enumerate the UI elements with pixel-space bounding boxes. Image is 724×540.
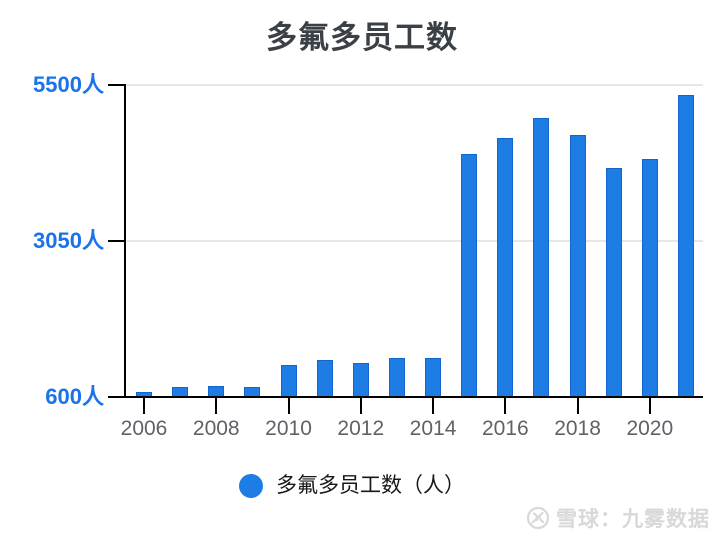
bar-2012[interactable] (352, 362, 369, 396)
bar-2007[interactable] (172, 387, 189, 396)
x-axis-label-2010: 2010 (265, 417, 312, 440)
x-axis-label-2016: 2016 (481, 417, 529, 440)
bar-2013[interactable] (388, 357, 405, 396)
bar-2008[interactable] (208, 386, 225, 396)
bar-2016[interactable] (497, 138, 514, 396)
x-axis-tick-2016 (504, 398, 507, 414)
xueqiu-logo-icon (526, 506, 550, 530)
x-axis-tick-2010 (287, 398, 290, 414)
x-axis-tick-2008 (215, 398, 218, 414)
x-axis-label-2008: 2008 (192, 417, 240, 440)
x-axis-tick-2012 (359, 398, 362, 414)
x-axis-tick-2018 (576, 398, 579, 414)
y-axis-label-5500: 5500人 (33, 72, 104, 97)
legend-series-label: 多氟多员工数（人） (276, 474, 465, 497)
gridline-5500 (126, 84, 703, 86)
bar-2018[interactable] (569, 134, 586, 396)
legend[interactable]: 多氟多员工数（人） (0, 471, 704, 501)
bar-2015[interactable] (461, 153, 478, 396)
x-axis-label-2020: 2020 (626, 417, 674, 440)
x-axis-label-2006: 2006 (120, 417, 168, 440)
x-axis-tick-2006 (143, 398, 145, 414)
chart-title: 多氟多员工数 (266, 20, 458, 55)
bar-2006[interactable] (136, 391, 152, 396)
y-axis-label-600: 600人 (45, 384, 104, 409)
bar-2019[interactable] (605, 167, 622, 396)
x-axis-line (108, 396, 703, 398)
gridline-3050 (126, 240, 703, 242)
x-axis-tick-2014 (432, 398, 435, 414)
y-axis-line (124, 85, 126, 398)
legend-marker-circle (239, 474, 263, 498)
x-axis-label-2014: 2014 (409, 417, 457, 440)
y-axis-tick-3050 (108, 240, 126, 242)
bar-2020[interactable] (641, 159, 658, 396)
watermark: 雪球：九雾数据 (526, 504, 710, 532)
x-axis-label-2018: 2018 (554, 417, 601, 440)
bar-2011[interactable] (316, 360, 333, 396)
watermark-text: 雪球：九雾数据 (556, 508, 710, 531)
bar-2009[interactable] (244, 386, 261, 396)
bar-2021[interactable] (677, 94, 694, 396)
bar-2017[interactable] (533, 118, 550, 396)
bar-2010[interactable] (280, 365, 297, 396)
bar-2014[interactable] (425, 358, 442, 396)
y-axis-tick-5500 (108, 84, 126, 86)
y-axis-label-3050: 3050人 (33, 228, 104, 253)
x-axis-tick-2020 (648, 398, 651, 414)
x-axis-label-2012: 2012 (337, 417, 385, 440)
